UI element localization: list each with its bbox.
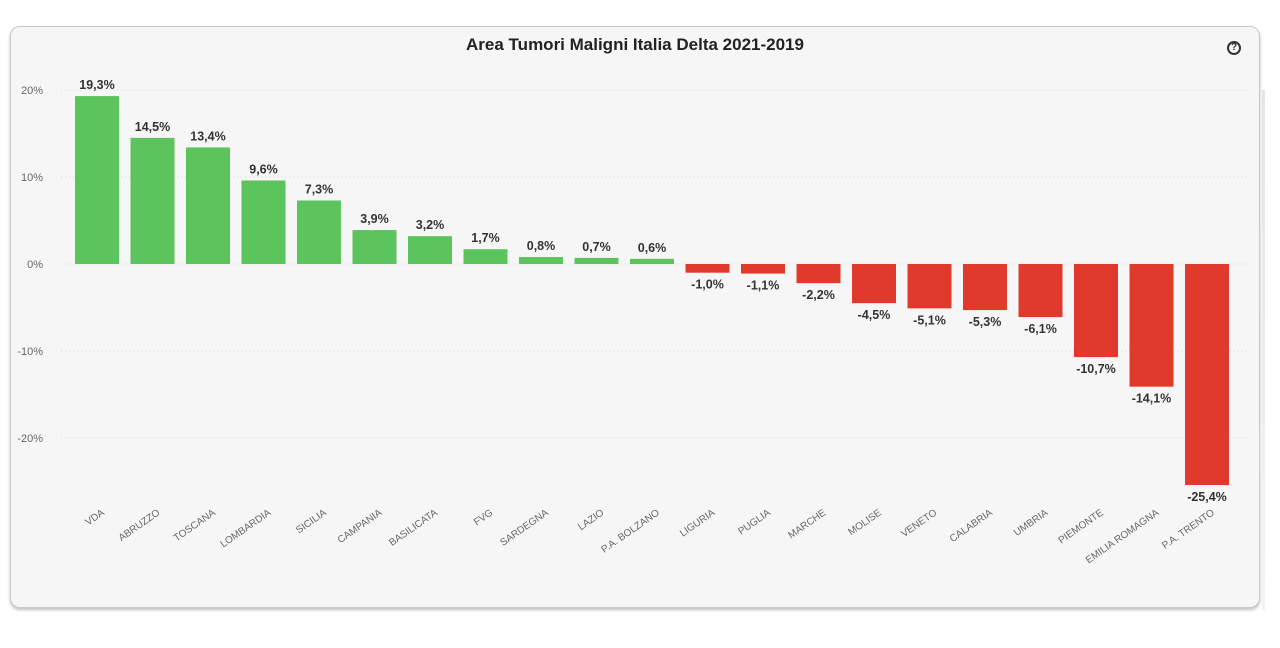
bar bbox=[297, 200, 341, 264]
bar bbox=[130, 137, 175, 264]
category-label: LIGURIA bbox=[678, 507, 717, 539]
data-label: -5,3% bbox=[969, 315, 1002, 329]
chart-card: Area Tumori Maligni Italia Delta 2021-20… bbox=[10, 26, 1260, 608]
bar bbox=[630, 258, 674, 264]
data-label: -25,4% bbox=[1187, 490, 1227, 504]
y-tick-label: -10% bbox=[17, 346, 43, 358]
data-label: -1,1% bbox=[747, 279, 780, 293]
category-label: VDA bbox=[84, 507, 107, 528]
category-label: ABRUZZO bbox=[117, 507, 163, 544]
bar bbox=[1129, 264, 1174, 387]
data-label: -2,2% bbox=[802, 288, 835, 302]
question-circle-icon[interactable]: ? bbox=[1227, 41, 1241, 55]
bar bbox=[352, 230, 397, 264]
category-label: LAZIO bbox=[576, 507, 606, 533]
data-label: 1,7% bbox=[471, 231, 500, 245]
data-label: -1,0% bbox=[691, 278, 724, 292]
category-label: FVG bbox=[472, 507, 495, 528]
bar-chart: 20% 10% 0% -10% -20% 19,3% VDA 14,5% ABRUZZO 13,4… bbox=[17, 78, 1249, 566]
data-label: -5,1% bbox=[913, 313, 946, 327]
data-label: -10,7% bbox=[1076, 362, 1116, 376]
bar bbox=[1074, 264, 1118, 358]
category-label: SARDEGNA bbox=[498, 507, 551, 548]
category-label: MARCHE bbox=[786, 507, 828, 541]
data-label: 3,2% bbox=[416, 218, 445, 232]
data-label: -6,1% bbox=[1024, 322, 1057, 336]
category-label: VENETO bbox=[899, 507, 939, 540]
category-label: UMBRIA bbox=[1012, 507, 1050, 539]
bar bbox=[796, 264, 841, 284]
y-tick-label: -20% bbox=[17, 433, 43, 445]
bar bbox=[519, 257, 563, 264]
data-label: -4,5% bbox=[858, 308, 891, 322]
data-label: 3,9% bbox=[360, 212, 389, 226]
category-label: SICILIA bbox=[294, 507, 329, 536]
bar bbox=[685, 264, 730, 273]
data-label: 9,6% bbox=[249, 162, 278, 176]
bar bbox=[741, 264, 785, 274]
category-label: LOMBARDIA bbox=[219, 507, 274, 550]
category-label: P.A. TRENTO bbox=[1160, 507, 1217, 551]
y-tick-label: 0% bbox=[27, 259, 43, 271]
data-label: 0,8% bbox=[527, 239, 556, 253]
category-label: MOLISE bbox=[846, 507, 884, 538]
bar bbox=[907, 264, 952, 309]
bar bbox=[574, 257, 619, 264]
data-label: 13,4% bbox=[190, 129, 225, 143]
data-label: 19,3% bbox=[79, 78, 114, 92]
bar bbox=[963, 264, 1007, 311]
bar bbox=[241, 180, 286, 264]
chart-title: Area Tumori Maligni Italia Delta 2021-20… bbox=[466, 35, 804, 54]
bar bbox=[463, 249, 508, 264]
data-label: 0,7% bbox=[582, 240, 611, 254]
category-label: PIEMONTE bbox=[1057, 507, 1106, 546]
y-tick-label: 20% bbox=[21, 85, 43, 97]
category-label: TOSCANA bbox=[172, 507, 218, 544]
bar bbox=[852, 264, 896, 304]
bar bbox=[1185, 264, 1229, 485]
window-edge bbox=[1262, 90, 1265, 610]
data-label: -14,1% bbox=[1132, 392, 1172, 406]
bar bbox=[186, 147, 230, 264]
category-label: BASILICATA bbox=[387, 507, 440, 549]
data-label: 0,6% bbox=[638, 241, 667, 255]
category-label: PUGLIA bbox=[736, 507, 773, 537]
category-label: CAMPANIA bbox=[336, 507, 385, 546]
bar bbox=[1018, 264, 1063, 318]
category-label: P.A. BOLZANO bbox=[600, 507, 662, 555]
y-tick-label: 10% bbox=[21, 172, 43, 184]
bar bbox=[75, 96, 119, 264]
data-label: 7,3% bbox=[305, 182, 334, 196]
category-label: CALABRIA bbox=[948, 507, 995, 545]
data-label: 14,5% bbox=[135, 120, 170, 134]
bar bbox=[408, 236, 452, 264]
